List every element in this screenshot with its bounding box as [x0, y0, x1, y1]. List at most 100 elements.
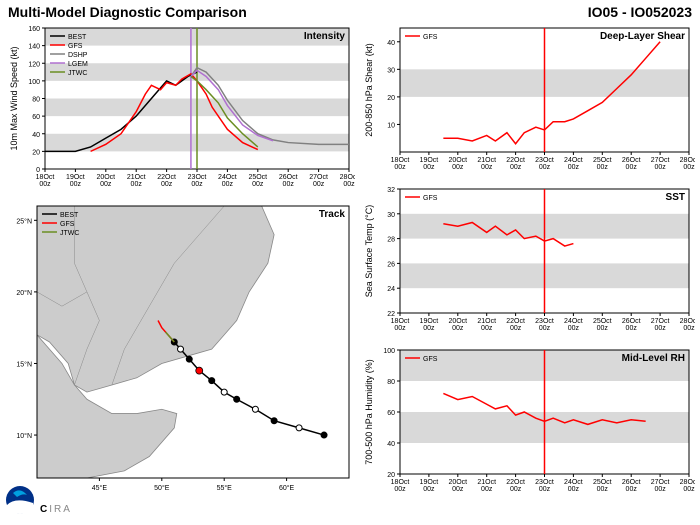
svg-text:27Oct: 27Oct	[651, 479, 670, 486]
svg-text:00z: 00z	[568, 486, 580, 493]
svg-text:140: 140	[28, 44, 40, 51]
svg-text:100: 100	[383, 348, 395, 355]
svg-text:Sea Surface Temp (°C): Sea Surface Temp (°C)	[364, 205, 374, 297]
svg-text:00z: 00z	[39, 181, 51, 188]
svg-text:00z: 00z	[161, 181, 173, 188]
svg-text:24Oct: 24Oct	[564, 157, 583, 164]
svg-text:00z: 00z	[539, 325, 551, 332]
svg-text:50°E: 50°E	[154, 484, 170, 492]
svg-text:23Oct: 23Oct	[188, 174, 207, 181]
svg-text:00z: 00z	[654, 164, 666, 171]
svg-text:JTWC: JTWC	[60, 230, 79, 237]
svg-text:00z: 00z	[539, 164, 551, 171]
svg-text:00z: 00z	[394, 486, 406, 493]
svg-text:10: 10	[387, 122, 395, 129]
svg-text:00z: 00z	[423, 325, 435, 332]
storm-id: IO05 - IO052023	[588, 4, 692, 20]
svg-text:20Oct: 20Oct	[448, 157, 467, 164]
svg-text:00z: 00z	[683, 486, 695, 493]
svg-text:GFS: GFS	[68, 43, 83, 50]
svg-text:27Oct: 27Oct	[651, 318, 670, 325]
svg-text:24: 24	[387, 286, 395, 293]
svg-text:00z: 00z	[452, 164, 464, 171]
svg-text:200-850 hPa Shear (kt): 200-850 hPa Shear (kt)	[364, 43, 374, 137]
svg-text:120: 120	[28, 61, 40, 68]
svg-text:00z: 00z	[100, 181, 112, 188]
svg-text:18Oct: 18Oct	[391, 318, 410, 325]
svg-text:00z: 00z	[597, 164, 609, 171]
svg-text:SST: SST	[666, 192, 685, 203]
svg-text:00z: 00z	[481, 164, 493, 171]
svg-text:45°E: 45°E	[92, 484, 108, 492]
svg-text:26Oct: 26Oct	[279, 174, 298, 181]
svg-text:21Oct: 21Oct	[477, 157, 496, 164]
svg-text:40: 40	[32, 132, 40, 139]
svg-text:18Oct: 18Oct	[391, 157, 410, 164]
svg-text:28Oct: 28Oct	[340, 174, 355, 181]
svg-text:20: 20	[387, 95, 395, 102]
svg-text:GFS: GFS	[423, 356, 438, 363]
svg-text:24Oct: 24Oct	[218, 174, 237, 181]
svg-text:00z: 00z	[452, 325, 464, 332]
svg-text:19Oct: 19Oct	[420, 318, 439, 325]
svg-text:20°N: 20°N	[16, 289, 32, 297]
svg-text:19Oct: 19Oct	[420, 157, 439, 164]
svg-text:00z: 00z	[191, 181, 203, 188]
svg-text:80: 80	[32, 97, 40, 104]
svg-text:22: 22	[387, 311, 395, 318]
svg-text:20Oct: 20Oct	[96, 174, 115, 181]
svg-text:23Oct: 23Oct	[535, 157, 554, 164]
track-panel: 45°E50°E55°E60°E10°N15°N20°N25°NTrackBES…	[5, 200, 355, 500]
svg-text:GFS: GFS	[423, 34, 438, 41]
svg-text:Track: Track	[319, 209, 346, 220]
svg-text:00z: 00z	[283, 181, 295, 188]
svg-text:27Oct: 27Oct	[309, 174, 328, 181]
svg-text:700-500 hPa Humidity (%): 700-500 hPa Humidity (%)	[364, 359, 374, 465]
svg-text:GFS: GFS	[423, 195, 438, 202]
svg-text:00z: 00z	[510, 486, 522, 493]
svg-text:00z: 00z	[510, 325, 522, 332]
svg-text:00z: 00z	[597, 486, 609, 493]
svg-text:00z: 00z	[423, 486, 435, 493]
svg-text:10°N: 10°N	[16, 432, 32, 440]
svg-text:BEST: BEST	[68, 34, 87, 41]
svg-text:00z: 00z	[481, 325, 493, 332]
svg-text:30: 30	[387, 212, 395, 219]
svg-text:00z: 00z	[683, 164, 695, 171]
svg-text:Mid-Level RH: Mid-Level RH	[622, 353, 685, 364]
svg-text:22Oct: 22Oct	[157, 174, 176, 181]
svg-text:21Oct: 21Oct	[127, 174, 146, 181]
svg-text:00z: 00z	[597, 325, 609, 332]
svg-text:18Oct: 18Oct	[36, 174, 55, 181]
svg-text:DSHP: DSHP	[68, 52, 88, 59]
svg-text:00z: 00z	[423, 164, 435, 171]
intensity-panel: 02040608010012014016018Oct00z19Oct00z20O…	[5, 22, 355, 197]
shear-panel: 1020304018Oct00z19Oct00z20Oct00z21Oct00z…	[360, 22, 695, 180]
svg-text:60°E: 60°E	[279, 484, 295, 492]
svg-text:24Oct: 24Oct	[564, 318, 583, 325]
svg-text:00z: 00z	[252, 181, 264, 188]
rh-panel: 2040608010018Oct00z19Oct00z20Oct00z21Oct…	[360, 344, 695, 502]
svg-text:00z: 00z	[626, 164, 638, 171]
svg-text:00z: 00z	[131, 181, 143, 188]
svg-text:55°E: 55°E	[217, 484, 233, 492]
main-title: Multi-Model Diagnostic Comparison	[8, 4, 247, 20]
svg-text:22Oct: 22Oct	[506, 479, 525, 486]
svg-text:40: 40	[387, 40, 395, 47]
svg-text:00z: 00z	[626, 325, 638, 332]
svg-text:00z: 00z	[654, 325, 666, 332]
svg-text:27Oct: 27Oct	[651, 157, 670, 164]
svg-text:00z: 00z	[313, 181, 325, 188]
svg-text:21Oct: 21Oct	[477, 318, 496, 325]
svg-text:25Oct: 25Oct	[593, 157, 612, 164]
svg-text:25Oct: 25Oct	[593, 479, 612, 486]
svg-text:26Oct: 26Oct	[622, 318, 641, 325]
svg-text:25Oct: 25Oct	[248, 174, 267, 181]
svg-text:20: 20	[32, 149, 40, 156]
svg-text:22Oct: 22Oct	[506, 157, 525, 164]
svg-text:21Oct: 21Oct	[477, 479, 496, 486]
svg-text:00z: 00z	[654, 486, 666, 493]
svg-text:25Oct: 25Oct	[593, 318, 612, 325]
svg-text:23Oct: 23Oct	[535, 479, 554, 486]
svg-text:100: 100	[28, 79, 40, 86]
